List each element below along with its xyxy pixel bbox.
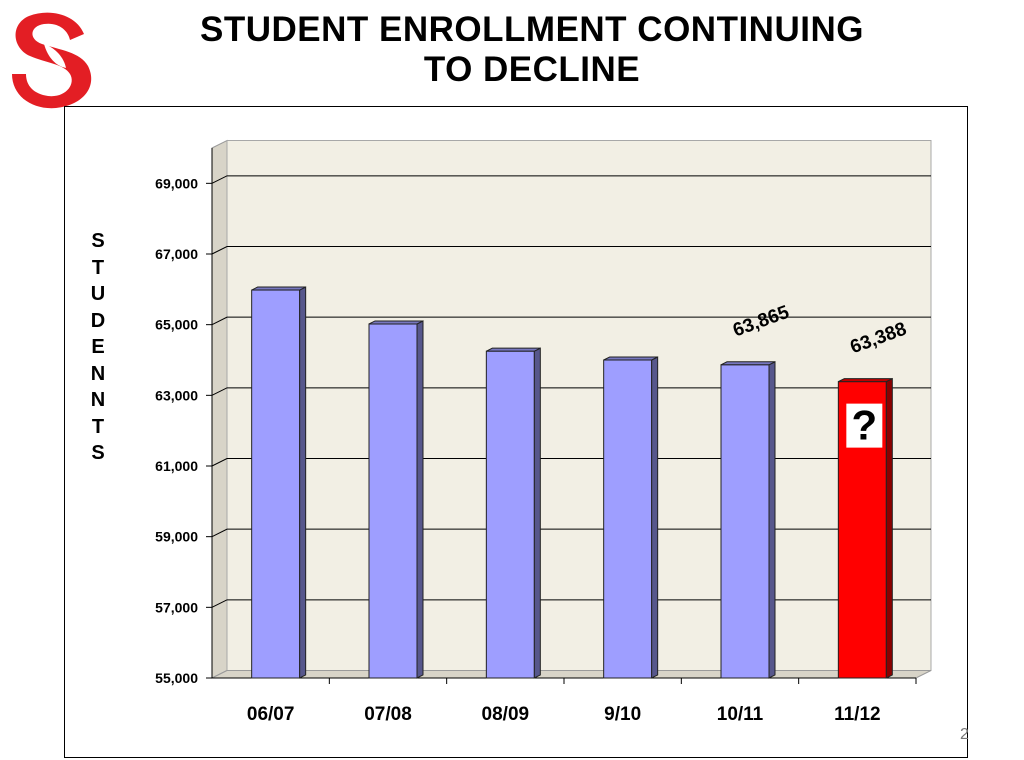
gridline [211,387,931,396]
bar-top [838,378,893,383]
bar-side [299,286,307,679]
y-axis-label-letter: E [91,336,105,358]
bar-front [368,323,418,679]
bar-side [885,377,893,679]
bar [485,347,541,679]
gridline [211,316,931,326]
gridline [211,458,931,467]
title-line-2: TO DECLINE [423,50,641,89]
x-tick-label: 11/12 [834,704,881,725]
y-tick-label: 55,000 [155,670,198,686]
page-title: STUDENT ENROLLMENT CONTINUING TO DECLINE [120,10,944,90]
bar [251,286,307,679]
x-tick-label: 07/08 [364,704,412,725]
y-axis-label-letter: T [91,256,105,279]
bar-front [603,359,653,679]
bar-side [651,356,659,679]
bar-side [416,320,424,679]
chart-floor [211,670,932,679]
bar-front [720,364,770,679]
gridline [211,175,931,184]
y-tick-label: 67,000 [155,246,198,262]
bar-top [368,320,424,325]
bar-front [485,350,535,679]
bar-side [533,347,541,679]
x-tick-label: 06/07 [247,704,295,725]
gridline [211,528,931,538]
logo-leaf-shape [44,44,66,68]
logo-s-shape [12,12,92,109]
x-tick-label: 9/10 [604,704,641,725]
bar [720,360,776,679]
bar-top [251,286,306,291]
y-tick-label: 59,000 [155,529,198,545]
gridline [211,599,931,608]
y-axis-label-letter: U [90,283,106,305]
bar [368,320,424,679]
page-number: 2 [960,726,969,743]
y-axis-label-letter: N [90,389,106,411]
bar [603,356,659,679]
title-line-1: STUDENT ENROLLMENT CONTINUING [200,10,864,49]
question-mark-icon: ? [846,402,883,449]
chart-side-wall [211,139,228,679]
y-axis-label-letter: S [91,230,105,252]
question-mark: ? [852,402,878,449]
y-axis-label-letter: D [90,309,106,332]
bar-top [486,347,541,352]
bar-side [768,360,776,679]
chart-back-wall [226,140,932,671]
bar-front [251,289,301,679]
x-tick-label: 08/09 [482,704,530,725]
district-s-logo [12,12,92,109]
x-tick-label: 10/11 [717,704,764,725]
bar-top [720,361,776,366]
y-tick-label: 65,000 [155,317,198,333]
y-tick-label: 57,000 [155,599,198,615]
y-axis-label-letter: S [91,442,105,464]
gridline [211,246,931,255]
y-tick-label: 69,000 [155,175,198,191]
y-axis-label-letter: N [90,362,106,385]
bar-top [603,356,658,361]
y-tick-label: 63,000 [155,387,198,403]
question-box [846,403,883,448]
y-axis-label-letter: T [91,415,105,438]
y-tick-label: 61,000 [155,458,198,474]
